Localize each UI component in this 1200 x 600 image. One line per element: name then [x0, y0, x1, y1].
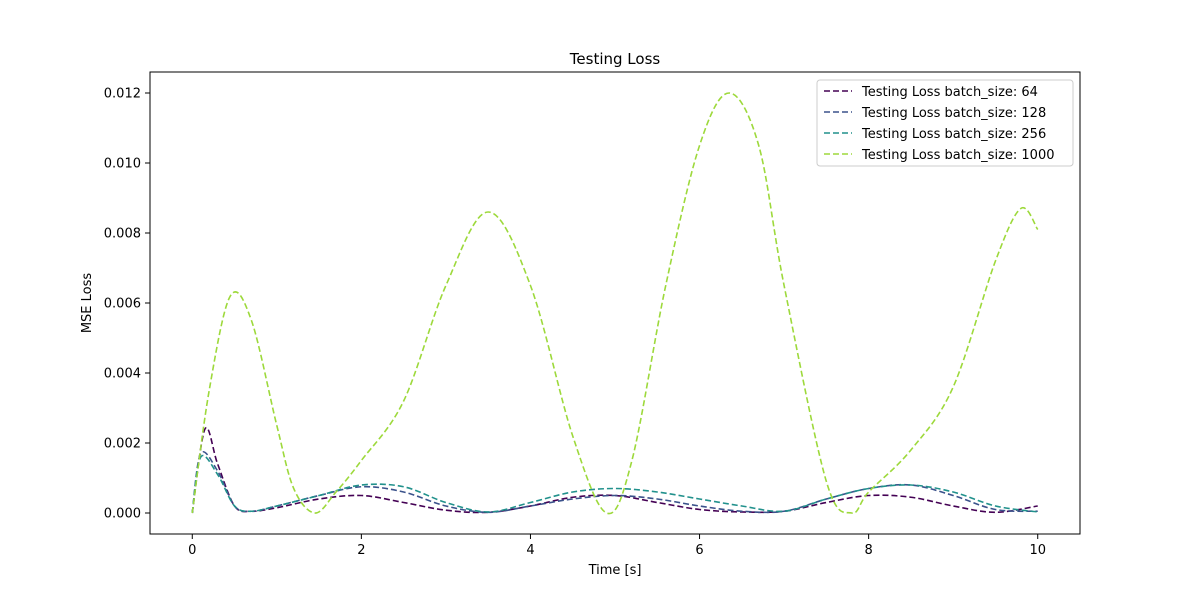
series-line-3 — [191, 454, 1038, 514]
series-layer — [191, 92, 1039, 515]
x-tick-label: 2 — [357, 543, 365, 558]
x-axis: 0 2 4 6 8 10 — [188, 534, 1046, 558]
series-line-4 — [191, 92, 1039, 515]
chart-title: Testing Loss — [569, 50, 661, 68]
y-tick-label: 0.012 — [104, 87, 141, 102]
x-tick-label: 4 — [526, 543, 534, 558]
y-tick-label: 0.010 — [104, 157, 141, 172]
x-tick-label: 8 — [864, 543, 872, 558]
legend-label: Testing Loss batch_size: 1000 — [861, 148, 1055, 163]
x-tick-label: 6 — [695, 543, 703, 558]
y-tick-label: 0.002 — [104, 437, 141, 452]
x-tick-label: 0 — [188, 543, 196, 558]
legend-label: Testing Loss batch_size: 64 — [861, 85, 1038, 100]
y-tick-label: 0.000 — [104, 507, 141, 522]
legend-label: Testing Loss batch_size: 128 — [861, 106, 1046, 121]
x-axis-label: Time [s] — [588, 563, 642, 578]
y-tick-label: 0.008 — [104, 227, 141, 242]
legend-box — [816, 79, 1074, 167]
y-axis-label: MSE Loss — [80, 273, 95, 334]
legend: Testing Loss batch_size: 64 Testing Loss … — [816, 79, 1074, 167]
x-tick-label: 10 — [1029, 543, 1046, 558]
y-axis: 0.000 0.002 0.004 0.006 0.008 0.010 0.012 — [104, 87, 150, 522]
legend-label: Testing Loss batch_size: 256 — [861, 127, 1046, 142]
y-tick-label: 0.004 — [104, 367, 141, 382]
y-tick-label: 0.006 — [104, 297, 141, 312]
